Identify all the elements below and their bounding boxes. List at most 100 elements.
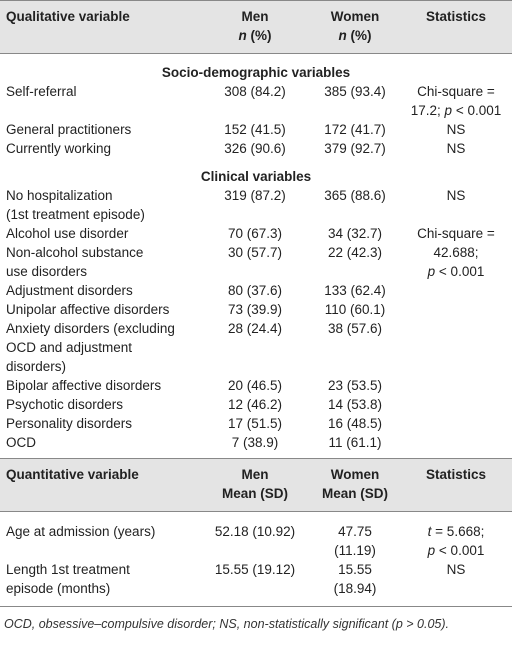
text-segment: NS (446, 141, 466, 156)
text-segment: Women (330, 467, 380, 482)
women-value: 14 (53.8) (327, 397, 383, 412)
text-segment: Mean (SD) (221, 486, 288, 501)
text-line: disorders) (6, 359, 67, 374)
data-row: Length 1st treatment episode (months) 15.5… (0, 560, 512, 598)
men-value: 80 (37.6) (227, 283, 283, 298)
statistics: t = 5.668; p < 0.001 (400, 512, 512, 561)
text-segment: n (338, 28, 347, 43)
row-label: General practitioners (0, 120, 200, 139)
women-value: 23 (53.5) (327, 378, 383, 393)
row-label: No hospitalization (1st treatment episode… (0, 186, 200, 224)
statistics: NS (400, 120, 512, 139)
men-value: 7 (38.9) (231, 435, 279, 450)
men-value: 15.55 (19.12) (214, 562, 296, 577)
text-segment: = 5.668; (431, 524, 485, 539)
text-segment: 17.2; (410, 103, 445, 118)
statistics: NS (400, 560, 512, 598)
text-line: NS (406, 120, 506, 139)
text-line: Statistics (406, 7, 506, 26)
header-row: Qualitative variable Men n (%) Women n (%) St… (0, 0, 512, 54)
women-value: 47.75 (11.19) (334, 524, 376, 558)
row-label: Psychotic disorders (0, 395, 200, 414)
text-segment: p (427, 543, 436, 558)
text-line: n (%) (206, 26, 304, 45)
data-row: Psychotic disorders 12 (46.2) 14 (53.8) (0, 395, 512, 414)
row-label: Anxiety disorders (excluding OCD and adju… (0, 319, 200, 376)
text-line: No hospitalization (6, 188, 113, 203)
text-segment: Chi-square = (417, 84, 495, 99)
text-segment: Men (241, 467, 269, 482)
data-table: Quantitative variable Men Mean (SD) Women Me… (0, 458, 512, 598)
statistics (400, 281, 512, 452)
header-cell: Qualitative variable (0, 0, 200, 54)
text-line: 42.688; (406, 243, 506, 262)
text-line: Women (316, 7, 394, 26)
row-label: Adjustment disorders (0, 281, 200, 300)
section-row: Clinical variables (0, 158, 512, 186)
text-line: Length 1st treatment (6, 562, 130, 577)
header-cell: Women Mean (SD) (310, 458, 400, 512)
text-line: Mean (SD) (316, 484, 394, 503)
women-value: 15.55 (18.94) (333, 562, 377, 596)
data-row: Self-referral 308 (84.2) 385 (93.4) Chi-squ… (0, 82, 512, 120)
header-cell: Women n (%) (310, 0, 400, 54)
women-value: 38 (57.6) (327, 321, 383, 336)
text-segment: < 0.001 (435, 543, 485, 558)
text-line: p < 0.001 (406, 541, 506, 560)
text-line: Statistics (406, 465, 506, 484)
data-table: Qualitative variable Men n (%) Women n (%) St… (0, 0, 512, 450)
text-line: Qualitative variable (6, 7, 194, 26)
men-value: 52.18 (10.92) (214, 524, 296, 539)
text-line: Men (206, 465, 304, 484)
data-row: Unipolar affective disorders 73 (39.9) 110… (0, 300, 512, 319)
text-line: 17.2; p < 0.001 (406, 101, 506, 120)
text-line: use disorders (6, 264, 88, 279)
text-line: Non-alcohol substance (6, 245, 144, 260)
statistics: Chi-square = 42.688; p < 0.001 (400, 224, 512, 281)
header-cell: Statistics (400, 0, 512, 54)
text-line: Anxiety disorders (excluding (6, 321, 175, 336)
text-line: NS (406, 186, 506, 205)
men-value: 70 (67.3) (227, 226, 283, 241)
document: Qualitative variable Men n (%) Women n (%) St… (0, 0, 512, 598)
data-row: Currently working 326 (90.6) 379 (92.7) NS (0, 139, 512, 158)
women-value: 34 (32.7) (327, 226, 383, 241)
data-row: Bipolar affective disorders 20 (46.5) 23 (… (0, 376, 512, 395)
text-line: n (%) (316, 26, 394, 45)
text-line: General practitioners (6, 122, 132, 137)
women-value: 379 (92.7) (324, 141, 386, 156)
text-line: NS (406, 139, 506, 158)
women-value: 172 (41.7) (324, 122, 386, 137)
text-line: Chi-square = (406, 82, 506, 101)
text-segment: p (427, 264, 436, 279)
text-line: OCD (6, 435, 36, 450)
text-segment: Men (241, 9, 269, 24)
section-row: Socio-demographic variables (0, 54, 512, 83)
statistics: NS (400, 186, 512, 224)
text-line: episode (months) (6, 581, 111, 596)
text-line: Adjustment disorders (6, 283, 133, 298)
text-line: Psychotic disorders (6, 397, 124, 412)
row-label: Personality disorders (0, 414, 200, 433)
text-segment: (%) (346, 28, 372, 43)
text-line: NS (406, 560, 506, 579)
text-line: Unipolar affective disorders (6, 302, 170, 317)
men-value: 152 (41.5) (224, 122, 286, 137)
men-value: 30 (57.7) (227, 245, 283, 260)
text-segment: t (427, 524, 432, 539)
text-segment: Qualitative variable (6, 9, 130, 24)
text-segment: Mean (SD) (321, 486, 388, 501)
text-line: (1st treatment episode) (6, 207, 145, 222)
row-label: Unipolar affective disorders (0, 300, 200, 319)
text-line: Self-referral (6, 84, 77, 99)
text-segment: NS (446, 188, 466, 203)
women-value: 133 (62.4) (324, 283, 386, 298)
header-cell: Quantitative variable (0, 458, 200, 512)
women-value: 365 (88.6) (324, 188, 386, 203)
text-line: Women (316, 465, 394, 484)
men-value: 12 (46.2) (227, 397, 283, 412)
men-value: 20 (46.5) (227, 378, 283, 393)
text-line: p < 0.001 (406, 262, 506, 281)
data-row: Adjustment disorders 80 (37.6) 133 (62.4) (0, 281, 512, 300)
text-line: Age at admission (years) (6, 524, 156, 539)
